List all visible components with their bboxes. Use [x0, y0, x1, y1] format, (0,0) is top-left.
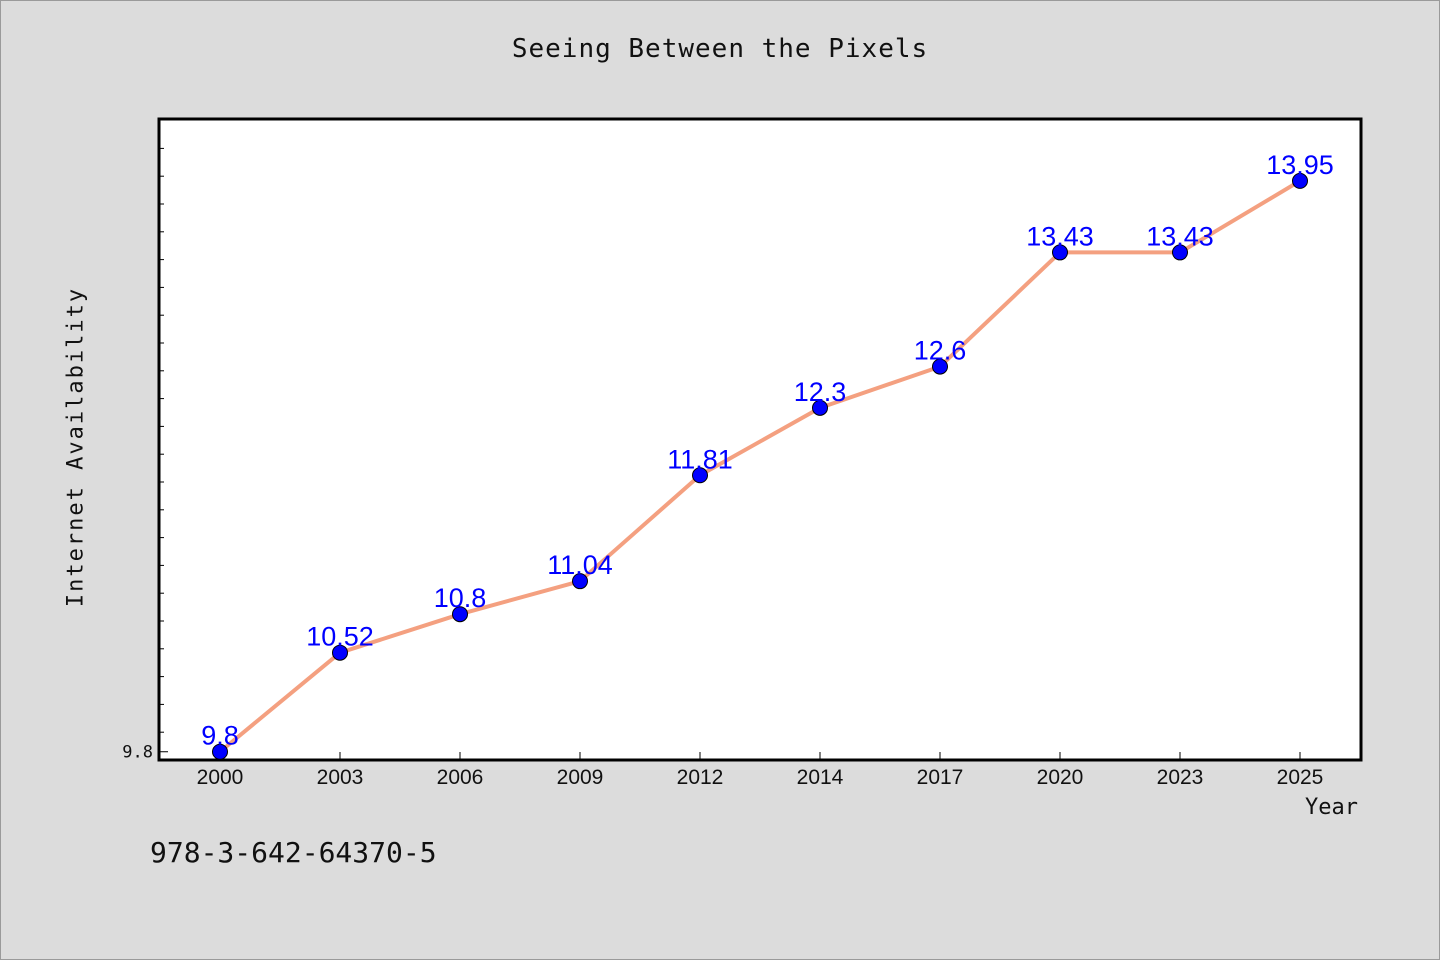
data-point: [932, 358, 948, 375]
x-tick-label: 2020: [1037, 766, 1084, 789]
x-axis-label: Year: [1305, 795, 1358, 820]
data-label: 11.81: [667, 444, 733, 474]
series-line: [218, 178, 1302, 754]
x-tick-label: 2017: [917, 766, 964, 789]
data-markers: [212, 172, 1308, 760]
data-labels: 9.8 10.52 10.8 11.04 11.81 12.3 12.6 13.43 13.43…: [201, 150, 1334, 751]
data-label: 11.04: [547, 550, 613, 580]
data-point: [212, 743, 228, 760]
data-label: 13.43: [1146, 221, 1214, 251]
data-label: 10.8: [434, 583, 487, 613]
x-tick-label: 2000: [197, 766, 244, 789]
series-line-group: [218, 178, 1302, 754]
data-point: [332, 644, 348, 661]
data-point: [1052, 244, 1068, 261]
data-label: 10.52: [306, 622, 374, 652]
x-tick-label: 2023: [1157, 766, 1204, 789]
data-point: [812, 399, 828, 416]
y-axis-ticks: 9.8: [122, 743, 168, 763]
data-point: [692, 467, 708, 484]
data-label: 12.3: [794, 377, 847, 407]
data-label: 9.8: [201, 721, 239, 751]
data-point: [572, 573, 588, 590]
x-tick-label: 2006: [437, 766, 484, 789]
x-tick-label: 2014: [797, 766, 844, 789]
data-point: [452, 606, 468, 623]
x-tick-label: 2025: [1277, 766, 1324, 789]
data-label: 12.6: [914, 336, 967, 366]
data-point: [1292, 172, 1308, 189]
data-label: 13.43: [1026, 221, 1094, 251]
y-axis-minor-ticks: [159, 147, 164, 733]
footer-code: 978-3-642-64370-5: [150, 836, 437, 869]
x-tick-label: 2009: [557, 766, 604, 789]
x-tick-label: 2012: [677, 766, 724, 789]
y-tick-label: 9.8: [122, 743, 153, 763]
data-label: 13.95: [1266, 150, 1334, 180]
x-tick-label: 2003: [317, 766, 364, 789]
chart-title: Seeing Between the Pixels: [511, 34, 929, 64]
data-point: [1172, 244, 1188, 261]
x-axis-ticks: 2000 2003 2006 2009 2012 2014 2017 2020 2023 2025: [197, 752, 1324, 789]
